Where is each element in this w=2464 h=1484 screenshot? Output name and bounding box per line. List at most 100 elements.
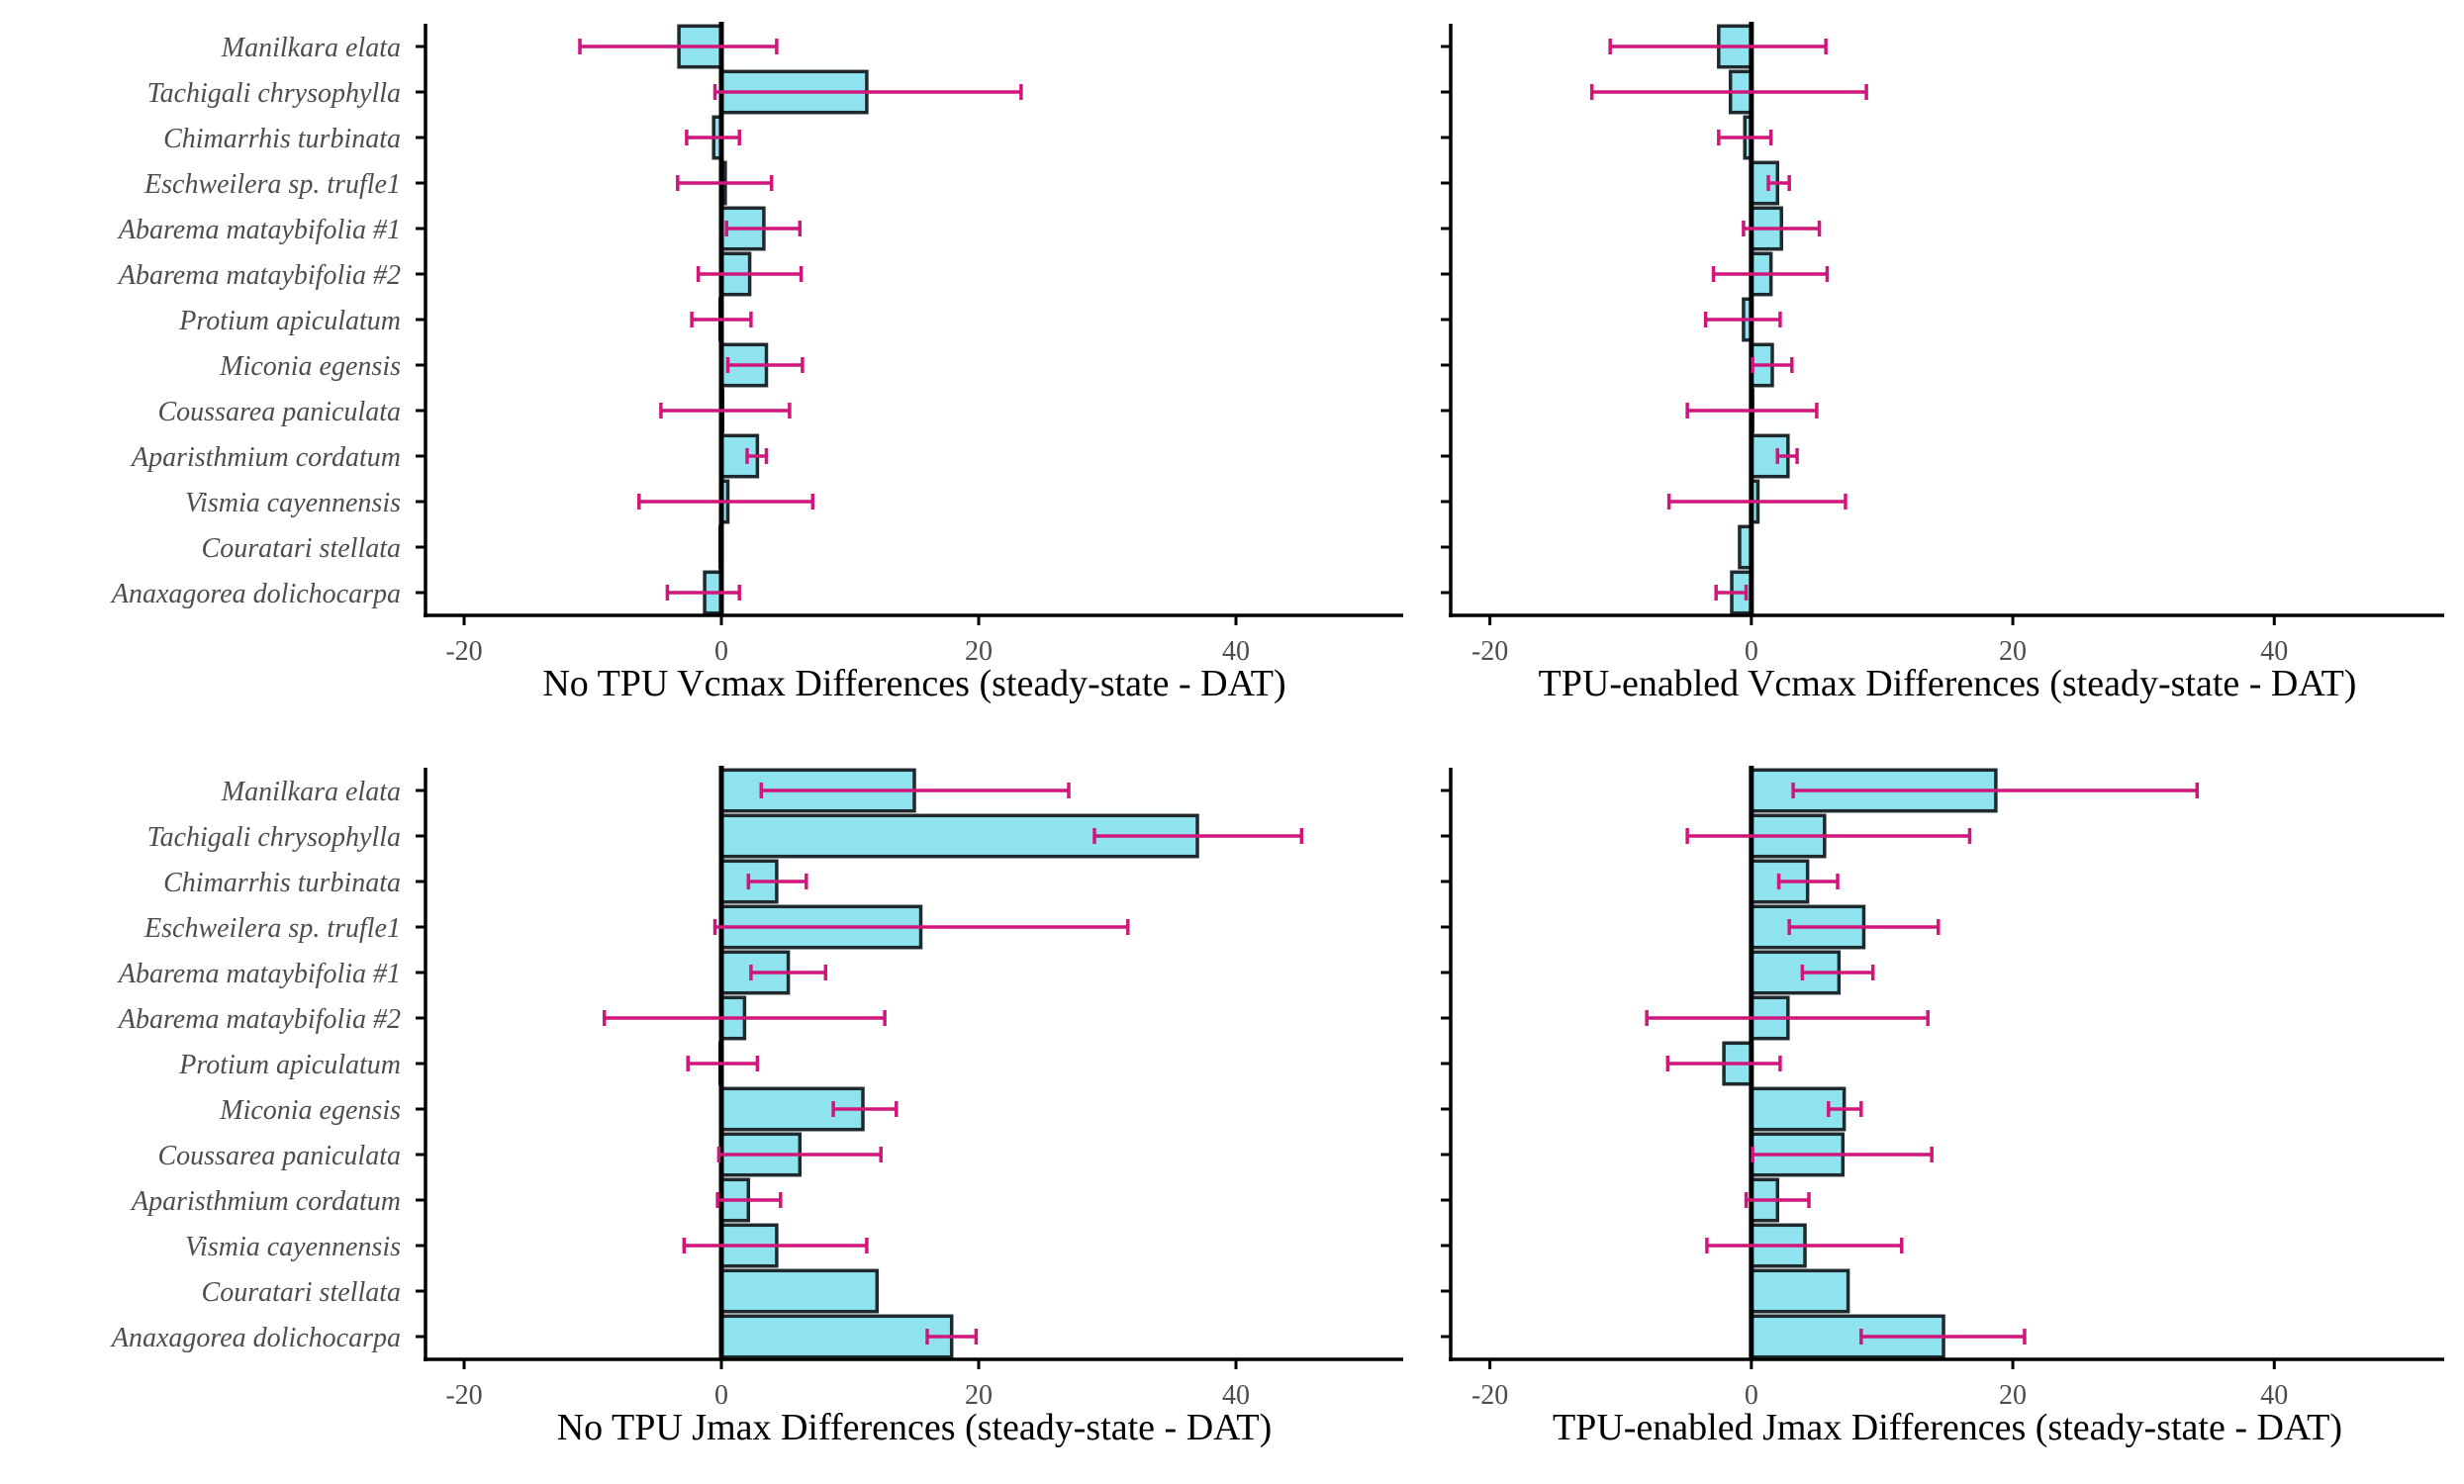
error-bar-anaxagorea-dolichocarpa [925,1329,979,1345]
error-bar-manilkara-elata [1791,783,2200,798]
bar-couratari-stellata [719,1268,880,1314]
category-label: Coussarea paniculata [157,1141,401,1171]
error-bar-vismia-cayennensis [1705,1238,1904,1253]
x-axis-title: TPU-enabled Vcmax Differences (steady-st… [1539,663,2357,704]
error-bar-miconia-egensis [1751,357,1794,373]
error-bar-manilkara-elata [578,39,779,54]
error-bar-eschweilera-sp-trufle1 [712,919,1130,935]
error-bar-chimarrhis-turbinata [685,130,741,145]
category-label: Miconia egensis [219,351,401,382]
error-bar-vismia-cayennensis [682,1238,869,1253]
category-label: Protium apiculatum [178,306,401,336]
error-bar-coussarea-paniculata [1751,1147,1934,1162]
x-tick-label: 20 [965,636,993,667]
error-bar-eschweilera-sp-trufle1 [676,175,774,191]
error-bar-anaxagorea-dolichocarpa [1714,585,1749,601]
error-bar-miconia-egensis [831,1101,899,1117]
error-bar-protium-apiculatum [690,312,753,327]
x-tick-label: 40 [1222,1380,1250,1411]
category-label: Couratari stellata [202,533,401,564]
x-tick-label: 0 [1745,1380,1758,1411]
error-bar-coussarea-paniculata [716,1147,883,1162]
error-bar-manilkara-elata [759,783,1071,798]
category-label: Eschweilera sp. trufle1 [143,169,401,200]
error-bar-abarema-mataybifolia-1 [1742,221,1822,236]
error-bar-aparisthmium-cordatum [745,448,769,464]
error-bar-abarema-mataybifolia-1 [1800,965,1875,980]
error-bar-aparisthmium-cordatum [1775,448,1799,464]
category-label: Coussarea paniculata [157,397,401,427]
x-tick-label: 40 [2260,636,2288,667]
error-bar-abarema-mataybifolia-2 [1645,1010,1930,1026]
error-bar-miconia-egensis [725,357,805,373]
category-label: Abarema mataybifolia #2 [117,260,401,291]
error-bar-chimarrhis-turbinata [1776,874,1840,889]
x-tick-label: 20 [1999,636,2027,667]
category-label: Anaxagorea dolichocarpa [110,579,401,609]
error-bar-manilkara-elata [1608,39,1828,54]
category-label: Aparisthmium cordatum [130,442,401,473]
error-bar-tachigali-chrysophylla [1589,84,1868,100]
x-tick-label: 40 [1222,636,1250,667]
x-tick-label: 0 [1745,636,1758,667]
category-label: Eschweilera sp. trufle1 [143,913,401,944]
error-bar-protium-apiculatum [686,1056,760,1071]
category-label: Anaxagorea dolichocarpa [110,1323,401,1353]
category-label: Manilkara elata [221,777,401,807]
x-tick-label: 20 [1999,1380,2027,1411]
error-bar-coussarea-paniculata [659,403,792,418]
error-bar-tachigali-chrysophylla [712,84,1023,100]
x-tick-label: -20 [1471,636,1508,667]
category-label: Tachigali chrysophylla [147,78,401,109]
x-axis-title: No TPU Vcmax Differences (steady-state -… [542,663,1285,704]
category-label: Abarema mataybifolia #2 [117,1004,401,1035]
error-bar-aparisthmium-cordatum [1744,1192,1811,1208]
error-bar-miconia-egensis [1827,1101,1863,1117]
category-label: Vismia cayennensis [185,1232,401,1262]
error-bar-chimarrhis-turbinata [1717,130,1773,145]
x-tick-label: -20 [445,1380,482,1411]
x-tick-label: 0 [714,636,728,667]
x-tick-label: -20 [445,636,482,667]
x-axis-title: No TPU Jmax Differences (steady-state - … [557,1407,1273,1448]
bar-couratari-stellata [1750,1268,1850,1314]
error-bar-tachigali-chrysophylla [1685,828,1972,844]
error-bar-vismia-cayennensis [1666,494,1848,510]
panel-no-tpu-jmax: Manilkara elata Tachigali chrysophylla Chi… [110,766,1403,1448]
category-label: Abarema mataybifolia #1 [117,215,401,245]
error-bar-coussarea-paniculata [1685,403,1819,418]
error-bar-abarema-mataybifolia-2 [696,266,804,282]
category-label: Chimarrhis turbinata [163,124,401,154]
category-label: Manilkara elata [221,33,401,63]
category-label: Tachigali chrysophylla [147,822,401,853]
x-tick-label: -20 [1471,1380,1508,1411]
category-label: Aparisthmium cordatum [130,1186,401,1217]
x-tick-label: 0 [714,1380,728,1411]
category-label: Couratari stellata [202,1277,401,1308]
x-axis-title: TPU-enabled Jmax Differences (steady-sta… [1553,1407,2342,1448]
error-bar-abarema-mataybifolia-2 [602,1010,887,1026]
error-bar-abarema-mataybifolia-1 [724,221,803,236]
error-bar-abarema-mataybifolia-2 [1711,266,1830,282]
error-bar-eschweilera-sp-trufle1 [1787,919,1941,935]
error-bar-aparisthmium-cordatum [715,1192,783,1208]
category-label: Chimarrhis turbinata [163,868,401,898]
panel-no-tpu-vcmax: Manilkara elata Tachigali chrysophylla Chi… [110,22,1403,704]
error-bar-protium-apiculatum [1703,312,1782,327]
error-bar-eschweilera-sp-trufle1 [1766,175,1791,191]
category-label: Abarema mataybifolia #1 [117,959,401,989]
category-label: Protium apiculatum [178,1050,401,1080]
x-tick-label: 20 [965,1380,993,1411]
error-bar-anaxagorea-dolichocarpa [1859,1329,2027,1345]
error-bar-anaxagorea-dolichocarpa [665,585,741,601]
x-tick-label: 40 [2260,1380,2288,1411]
category-label: Vismia cayennensis [185,488,401,518]
error-bar-abarema-mataybifolia-1 [749,965,828,980]
error-bar-vismia-cayennensis [637,494,815,510]
error-bar-chimarrhis-turbinata [746,874,808,889]
category-label: Miconia egensis [219,1095,401,1126]
bar-anaxagorea-dolichocarpa [719,1314,954,1359]
